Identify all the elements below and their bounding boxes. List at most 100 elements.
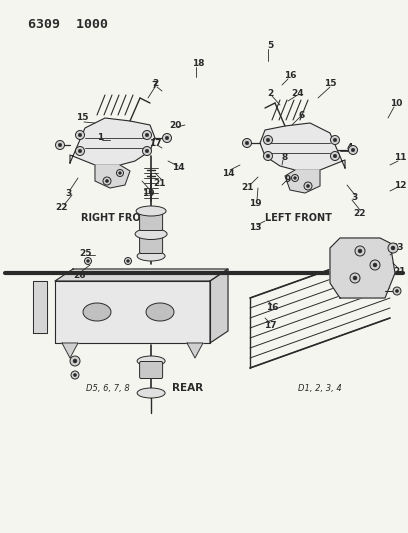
Text: 19: 19 <box>249 198 261 207</box>
Text: 15: 15 <box>76 114 88 123</box>
Text: 3: 3 <box>65 189 71 198</box>
Circle shape <box>142 147 151 156</box>
Polygon shape <box>55 269 228 281</box>
Circle shape <box>55 141 64 149</box>
Polygon shape <box>70 118 155 165</box>
Circle shape <box>355 246 365 256</box>
Circle shape <box>306 184 310 188</box>
Circle shape <box>71 371 79 379</box>
Circle shape <box>103 177 111 185</box>
Circle shape <box>391 246 395 250</box>
Circle shape <box>330 151 339 160</box>
Text: 4: 4 <box>347 143 353 152</box>
Circle shape <box>145 149 149 153</box>
Circle shape <box>126 260 129 262</box>
Circle shape <box>78 149 82 153</box>
Text: 17: 17 <box>149 139 161 148</box>
Text: 26: 26 <box>74 271 86 279</box>
Polygon shape <box>187 343 203 358</box>
FancyBboxPatch shape <box>140 212 163 230</box>
Circle shape <box>351 148 355 152</box>
Ellipse shape <box>146 303 174 321</box>
Text: 2: 2 <box>267 88 273 98</box>
Text: 1: 1 <box>97 133 103 142</box>
Circle shape <box>142 131 151 140</box>
Text: 21: 21 <box>242 183 254 192</box>
Text: 2: 2 <box>152 78 158 87</box>
Text: 21: 21 <box>154 179 166 188</box>
Text: 18: 18 <box>192 59 204 68</box>
Text: 19: 19 <box>142 189 154 198</box>
Ellipse shape <box>135 229 167 239</box>
Circle shape <box>245 141 249 145</box>
Circle shape <box>145 133 149 137</box>
Text: REAR: REAR <box>173 383 204 393</box>
Text: 7: 7 <box>152 80 158 90</box>
Text: 22: 22 <box>354 208 366 217</box>
Polygon shape <box>62 343 78 358</box>
Text: RIGHT FRONT: RIGHT FRONT <box>81 213 155 223</box>
Ellipse shape <box>137 356 165 366</box>
Circle shape <box>75 147 84 156</box>
Text: 8: 8 <box>282 154 288 163</box>
Circle shape <box>86 260 89 262</box>
Text: 6309  1000: 6309 1000 <box>28 18 108 31</box>
Text: 12: 12 <box>394 181 406 190</box>
Circle shape <box>304 182 312 190</box>
Circle shape <box>119 172 122 174</box>
Circle shape <box>162 133 171 142</box>
Text: 3: 3 <box>352 193 358 203</box>
FancyBboxPatch shape <box>140 235 163 254</box>
Circle shape <box>75 131 84 140</box>
Circle shape <box>73 359 77 363</box>
Polygon shape <box>55 281 210 343</box>
Text: 23: 23 <box>392 244 404 253</box>
Circle shape <box>358 249 362 253</box>
Circle shape <box>105 180 109 183</box>
Text: D5, 6, 7, 8: D5, 6, 7, 8 <box>86 384 130 393</box>
Circle shape <box>373 263 377 267</box>
Text: LEFT FRONT: LEFT FRONT <box>264 213 331 223</box>
Text: 17: 17 <box>264 321 276 330</box>
Circle shape <box>353 276 357 280</box>
Text: 6: 6 <box>299 110 305 119</box>
Polygon shape <box>33 281 47 333</box>
Polygon shape <box>330 238 395 298</box>
Text: 16: 16 <box>266 303 278 312</box>
Circle shape <box>78 133 82 137</box>
Circle shape <box>294 176 296 180</box>
Text: 22: 22 <box>56 204 68 213</box>
Circle shape <box>117 169 124 176</box>
Circle shape <box>393 287 401 295</box>
Circle shape <box>165 136 169 140</box>
Text: 16: 16 <box>284 70 296 79</box>
Circle shape <box>264 151 273 160</box>
Text: 5: 5 <box>267 41 273 50</box>
Ellipse shape <box>136 206 166 216</box>
Text: 14: 14 <box>172 164 184 173</box>
Text: 25: 25 <box>79 248 91 257</box>
Circle shape <box>370 260 380 270</box>
Polygon shape <box>210 269 228 343</box>
Text: 20: 20 <box>169 120 181 130</box>
Circle shape <box>333 138 337 142</box>
FancyBboxPatch shape <box>140 361 163 378</box>
Text: 21: 21 <box>394 266 406 276</box>
Circle shape <box>333 154 337 158</box>
Circle shape <box>242 139 251 148</box>
Circle shape <box>84 257 91 264</box>
Text: 9: 9 <box>285 174 291 183</box>
Circle shape <box>58 143 62 147</box>
Polygon shape <box>260 123 345 170</box>
Text: 13: 13 <box>249 223 261 232</box>
Circle shape <box>348 146 357 155</box>
Circle shape <box>266 154 270 158</box>
Text: 10: 10 <box>390 99 402 108</box>
Ellipse shape <box>83 303 111 321</box>
Circle shape <box>266 138 270 142</box>
Text: 14: 14 <box>222 168 234 177</box>
Circle shape <box>350 273 360 283</box>
Ellipse shape <box>137 251 165 261</box>
Text: 15: 15 <box>324 78 336 87</box>
Circle shape <box>291 174 299 182</box>
